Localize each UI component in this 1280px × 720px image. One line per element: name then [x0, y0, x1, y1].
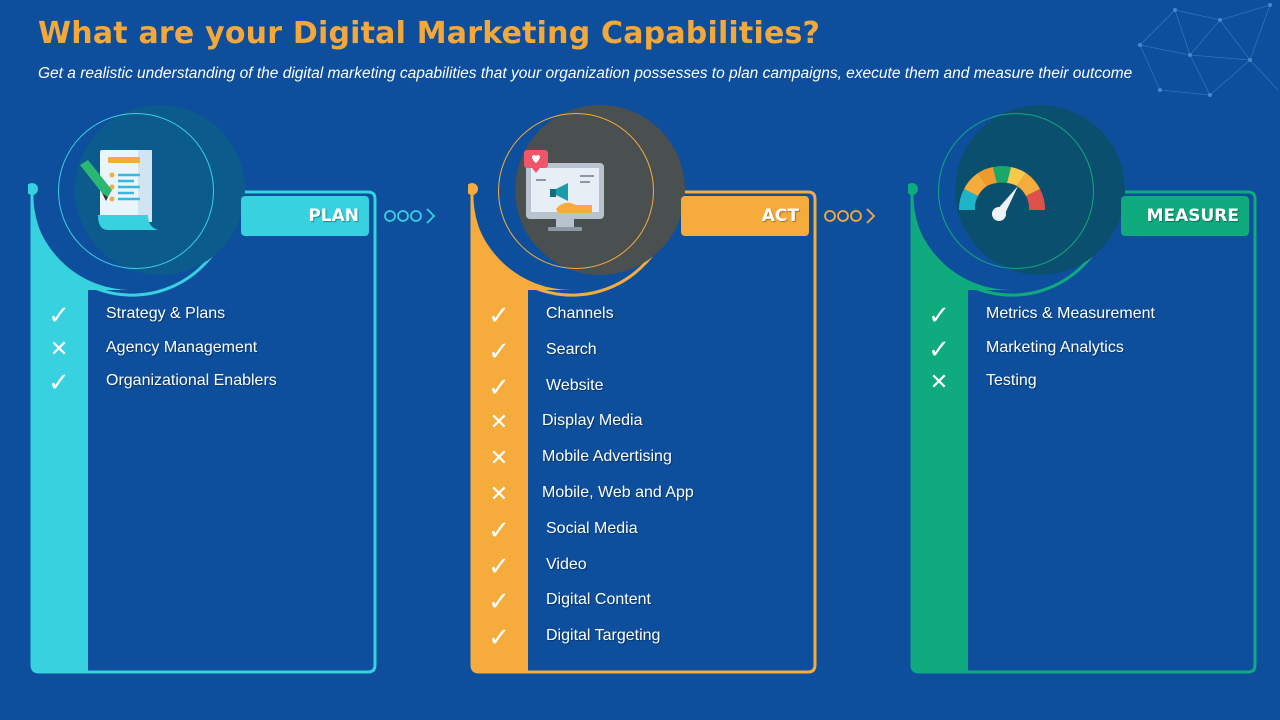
capability-label: Search: [546, 340, 597, 358]
capability-item: ✓ Social Media: [468, 515, 818, 551]
capability-item: ✓ Strategy & Plans: [28, 300, 378, 334]
capability-item: ✕ Display Media: [468, 407, 818, 443]
tab-plan: PLAN: [241, 196, 369, 236]
capability-label: Agency Management: [106, 338, 258, 356]
checkmark-icon: ✓: [488, 335, 510, 366]
checkmark-icon: ✓: [488, 622, 510, 653]
capability-label: Digital Content: [546, 591, 651, 609]
capability-label: Video: [546, 555, 587, 573]
page-subtitle: Get a realistic understanding of the dig…: [38, 65, 1133, 82]
capability-label: Channels: [546, 305, 614, 322]
capability-label: Website: [546, 376, 604, 394]
tab-act: ACT: [681, 196, 809, 236]
capability-item: ✓ Digital Targeting: [468, 622, 818, 658]
capability-list: ✓ Metrics & Measurement ✓ Marketing Analyti…: [908, 300, 1258, 401]
capability-label: Marketing Analytics: [986, 338, 1124, 356]
capability-item: ✓ Search: [468, 336, 818, 372]
speedometer-gauge-icon: [945, 140, 1055, 255]
checkmark-icon: ✓: [48, 300, 70, 330]
checklist-document-icon: [78, 135, 168, 250]
icon-ring: [498, 113, 654, 269]
capability-item: ✕ Agency Management: [28, 334, 378, 368]
capability-label: Mobile Advertising: [542, 448, 672, 466]
cross-icon: ✕: [489, 480, 509, 506]
capability-column-act: ACT ✓ Channels ✓ Search ✓ Website ✕ Display Med…: [468, 100, 818, 680]
network-decoration: [1138, 3, 1279, 97]
checkmark-icon: ✓: [488, 514, 510, 545]
cross-icon: ✕: [929, 369, 949, 394]
checkmark-icon: ✓: [488, 371, 510, 402]
capability-item: ✓ Website: [468, 372, 818, 408]
capability-label: Organizational Enablers: [106, 372, 277, 389]
page-title: What are your Digital Marketing Capabili…: [38, 16, 821, 51]
checkmark-icon: ✓: [488, 300, 510, 330]
icon-ring: [938, 113, 1094, 269]
checkmark-icon: ✓: [488, 550, 510, 581]
capability-list: ✓ Strategy & Plans ✕ Agency Management ✓ Orga…: [28, 300, 378, 401]
flow-arrow-icon: [383, 206, 443, 231]
capability-item: ✓ Organizational Enablers: [28, 367, 378, 401]
checkmark-icon: ✓: [48, 367, 70, 397]
capability-item: ✓ Marketing Analytics: [908, 334, 1258, 368]
checkmark-icon: ✓: [928, 333, 950, 364]
capability-column-measure: MEASURE ✓ Metrics & Measurement ✓ Marketing…: [908, 100, 1258, 680]
capability-item: ✓ Metrics & Measurement: [908, 300, 1258, 334]
capability-item: ✕ Mobile Advertising: [468, 443, 818, 479]
capability-item: ✕ Mobile, Web and App: [468, 479, 818, 515]
monitor-megaphone-icon: [518, 135, 608, 250]
capability-label: Display Media: [542, 412, 643, 430]
flow-arrow-icon: [823, 206, 883, 231]
checkmark-icon: ✓: [928, 300, 950, 330]
cross-icon: ✕: [489, 445, 509, 471]
capability-label: Social Media: [546, 519, 638, 537]
capability-label: Mobile, Web and App: [542, 483, 694, 501]
capability-label: Metrics & Measurement: [986, 305, 1155, 322]
cross-icon: ✕: [49, 335, 69, 361]
capability-label: Digital Targeting: [546, 627, 661, 645]
capability-label: Testing: [986, 372, 1037, 389]
capability-item: ✕ Testing: [908, 367, 1258, 401]
checkmark-icon: ✓: [488, 586, 510, 617]
tab-measure: MEASURE: [1121, 196, 1249, 236]
cross-icon: ✕: [489, 409, 509, 435]
capability-label: Strategy & Plans: [106, 305, 226, 322]
capability-item: ✓ Channels: [468, 300, 818, 336]
capability-column-plan: PLAN ✓ Strategy & Plans ✕ Agency Management…: [28, 100, 378, 680]
icon-ring: [58, 113, 214, 269]
capability-list: ✓ Channels ✓ Search ✓ Website ✕ Display Media ✕ M…: [468, 300, 818, 658]
capability-item: ✓ Digital Content: [468, 586, 818, 622]
capability-item: ✓ Video: [468, 551, 818, 587]
